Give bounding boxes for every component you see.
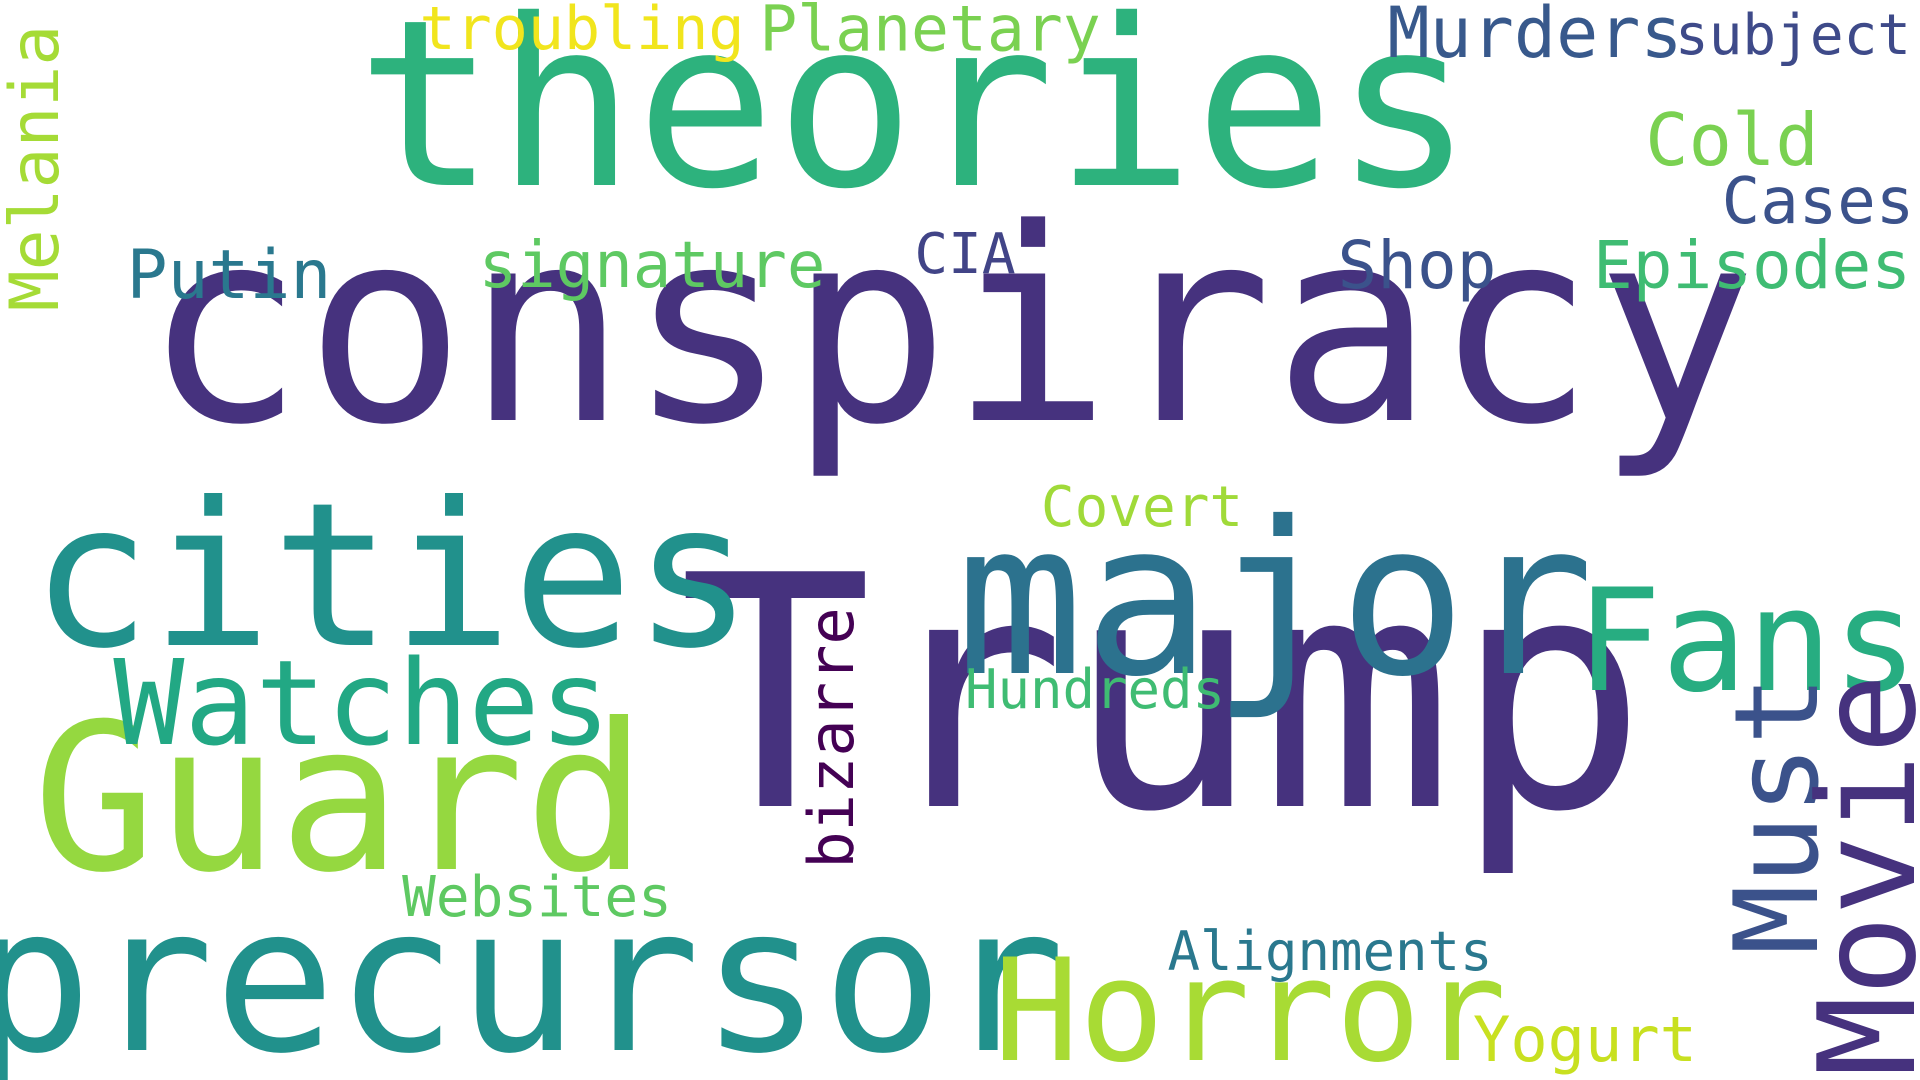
word-episodes: Episodes xyxy=(1593,227,1911,304)
word-guard: Guard xyxy=(32,681,648,918)
word-troubling: troubling xyxy=(419,0,745,64)
word-websites: Websites xyxy=(402,865,672,930)
word-melania: Melania xyxy=(0,24,75,312)
word-bizarre: bizarre xyxy=(795,607,868,869)
word-watches: Watches xyxy=(113,634,611,772)
word-major: major xyxy=(955,476,1595,723)
word-cold: Cold xyxy=(1645,98,1819,182)
word-fans: Fans xyxy=(1576,559,1918,724)
word-shop: Shop xyxy=(1337,227,1497,304)
word-precursor: precursor xyxy=(0,862,1066,1080)
word-subject: subject xyxy=(1674,3,1912,68)
word-conspiracy: conspiracy xyxy=(143,172,1757,484)
word-signature: signature xyxy=(478,229,826,303)
word-planetary: Planetary xyxy=(759,0,1101,66)
word-cia: CIA xyxy=(914,222,1016,287)
word-murders: Murders xyxy=(1387,0,1683,74)
word-trump: Trump xyxy=(678,507,1648,882)
word-alignments: Alignments xyxy=(1167,920,1493,983)
word-cases: Cases xyxy=(1721,165,1915,239)
word-covert: Covert xyxy=(1040,475,1244,540)
word-movie: Movie xyxy=(1790,673,1920,1077)
word-hundreds: Hundreds xyxy=(964,658,1226,721)
word-horror: Horror xyxy=(993,929,1507,1080)
word-theories: theories xyxy=(356,0,1474,240)
word-yogurt: Yogurt xyxy=(1473,1003,1697,1076)
word-cities: cities xyxy=(30,460,754,693)
word-putin: Putin xyxy=(126,236,332,315)
